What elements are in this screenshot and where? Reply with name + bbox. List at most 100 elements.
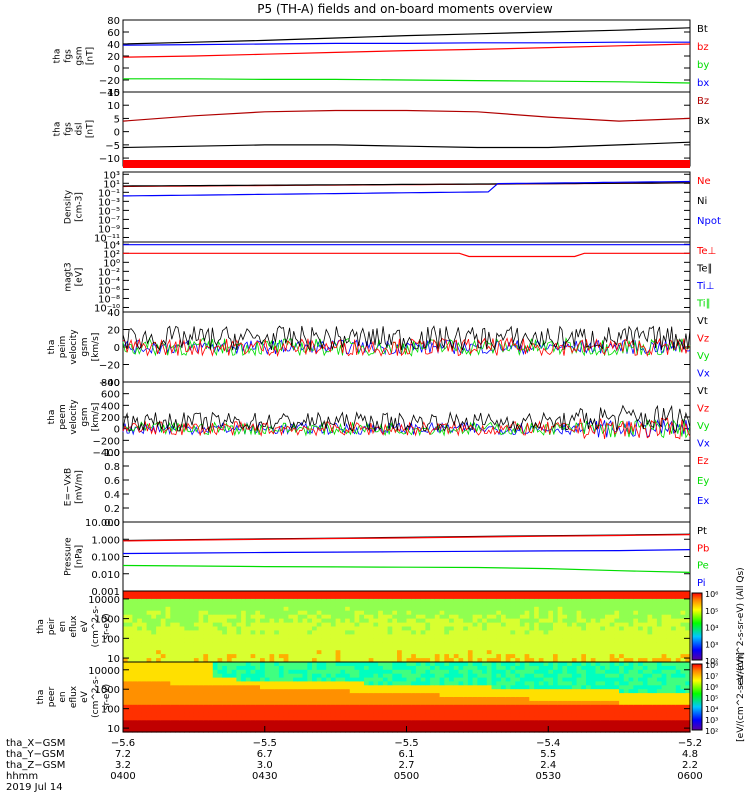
spectrogram-cell [548,630,554,635]
spectrogram-cell [160,720,167,725]
spectrogram-cell [510,669,516,675]
spectrogram-cell [600,594,606,600]
spectrogram-cell [326,622,332,628]
spectrogram-cell [571,673,578,679]
spectrogram-cell [378,626,384,631]
spectrogram-cell [671,591,677,596]
spectrogram-cell [425,716,431,721]
spectrogram-cell [137,622,143,628]
spectrogram-cell [652,610,658,616]
spectrogram-cell [198,598,204,604]
spectrogram-cell [312,685,318,690]
spectrogram-cell [652,634,658,639]
spectrogram-cell [595,646,601,651]
spectrogram-cell [345,697,351,702]
spectrogram-cell [642,654,649,659]
spectrogram-cell [378,618,384,624]
spectrogram-cell [666,650,672,655]
spectrogram-cell [312,704,318,710]
spectrogram-cell [241,654,247,659]
spectrogram-cell [392,669,398,675]
spectrogram-cell [567,610,573,616]
spectrogram-cell [321,626,327,631]
spectrogram-cell [453,724,460,729]
spectrogram-cell [326,685,332,690]
spectrogram-cell [293,685,299,690]
spectrogram-cell [467,622,474,628]
spectrogram-cell [236,716,242,721]
spectrogram-cell [415,634,422,639]
spectrogram-cell [486,591,493,596]
spectrogram-cell [222,697,228,702]
y-tick-label: 20 [107,326,120,337]
spectrogram-cell [444,646,450,651]
spectrogram-cell [434,618,441,624]
spectrogram-cell [524,665,530,671]
spectrogram-cell [491,728,497,733]
spectrogram-cell [226,712,233,718]
spectrogram-cell [373,591,379,596]
spectrogram-cell [288,630,294,635]
spectrogram-cell [382,697,389,702]
spectrogram-cell [406,728,412,733]
spectrogram-cell [505,646,511,651]
spectrogram-cell [127,654,133,659]
spectrogram-cell [349,598,356,604]
spectrogram-cell [160,673,167,679]
spectrogram-cell [586,708,592,714]
spectrogram-cell [458,662,464,667]
spectrogram-cell [378,685,384,690]
colorbar-tick-label: 10⁵ [705,607,718,616]
legend-entry: Te⊥ [696,246,716,257]
spectrogram-cell [501,693,507,698]
spectrogram-cell [642,720,649,725]
spectrogram-cell [619,708,625,714]
spectrogram-cell [652,669,658,675]
spectrogram-cell [297,598,304,604]
spectrogram-cell [633,614,639,620]
spectrogram-cell [628,681,634,686]
spectrogram-cell [543,685,549,690]
spectrogram-cell [467,602,474,608]
spectrogram-cell [415,602,422,608]
spectrogram-cell [278,720,285,725]
spectrogram-cell [553,724,559,729]
spectrogram-cell [553,704,559,710]
spectrogram-cell [302,716,308,721]
spectrogram-cell [439,712,445,718]
spectrogram-cell [567,724,573,729]
spectrogram-cell [666,642,672,647]
spectrogram-cell [576,618,582,624]
spectrogram-cell [198,638,204,643]
spectrogram-cell [501,720,507,725]
spectrogram-cell [595,614,601,620]
spectrogram-cell [642,669,649,675]
spectrogram-cell [642,626,649,631]
spectrogram-cell [571,626,578,631]
spectrogram-cell [179,677,185,683]
spectrogram-cell [165,697,171,702]
spectrogram-cell [557,638,563,643]
spectrogram-cell [245,665,252,671]
spectrogram-cell [312,622,318,628]
spectrogram-cell [453,716,460,721]
spectrogram-cell [307,598,313,604]
spectrogram-cell [368,697,374,702]
spectrogram-cell [444,606,450,612]
spectrogram-cell [576,677,582,683]
spectrogram-cell [203,602,209,608]
spectrogram-cell [236,665,242,671]
spectrogram-cell [184,681,190,686]
spectrogram-cell [628,594,634,600]
spectrogram-cell [458,665,464,671]
spectrogram-cell [382,700,389,706]
spectrogram-cell [605,658,611,663]
spectrogram-cell [463,662,469,667]
y-axis-label-line: fgs [64,49,74,63]
spectrogram-cell [302,618,308,624]
legend-entry: Vz [697,334,709,345]
spectrogram-cell [189,626,195,631]
spectrogram-cell [415,626,422,631]
spectrogram-cell [675,654,682,659]
spectrogram-cell [264,638,271,643]
